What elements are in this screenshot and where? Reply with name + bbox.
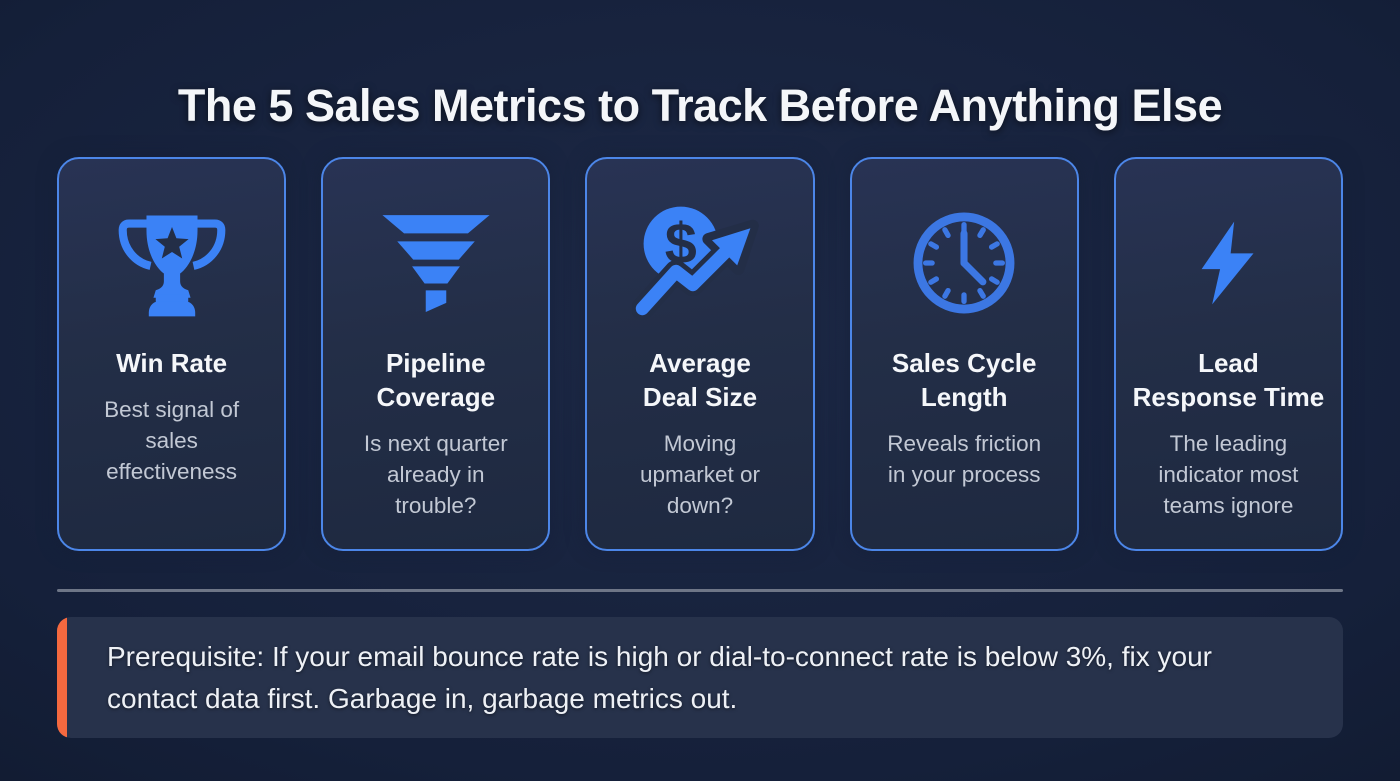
dollar-trend-icon: $ xyxy=(632,201,768,325)
page-title: The 5 Sales Metrics to Track Before Anyt… xyxy=(177,80,1223,132)
card-title: Win Rate xyxy=(116,348,228,378)
lightning-icon xyxy=(1184,201,1272,325)
callout-text: Prerequisite: If your email bounce rate … xyxy=(107,640,1212,714)
card-description: Is next quarter already in trouble? xyxy=(363,430,508,518)
card-title: Sales Cycle Length xyxy=(891,348,1037,412)
card-description: Reveals friction in your process xyxy=(887,430,1042,487)
card-title: Average Deal Size xyxy=(642,348,758,412)
horizontal-divider xyxy=(57,589,1343,592)
card-sales-cycle-length: Sales Cycle Length Reveals friction in y… xyxy=(849,157,1079,551)
trophy-icon xyxy=(114,201,230,325)
card-lead-response-time: Lead Response Time The leading indicator… xyxy=(1113,157,1344,551)
card-description: Moving upmarket or down? xyxy=(639,430,761,518)
card-title: Pipeline Coverage xyxy=(376,348,496,412)
card-description: Best signal of sales effectiveness xyxy=(104,396,240,484)
card-description: The leading indicator most teams ignore xyxy=(1158,430,1299,518)
prerequisite-callout: Prerequisite: If your email bounce rate … xyxy=(57,617,1343,738)
metric-cards-row: Win Rate Best signal of sales effectiven… xyxy=(57,157,1344,551)
funnel-icon xyxy=(379,201,493,325)
card-title: Lead Response Time xyxy=(1132,348,1325,412)
clock-icon xyxy=(905,201,1023,325)
card-pipeline-coverage: Pipeline Coverage Is next quarter alread… xyxy=(321,157,551,551)
card-average-deal-size: $ Average Deal Size Moving upmarket or d… xyxy=(585,157,815,551)
card-win-rate: Win Rate Best signal of sales effectiven… xyxy=(57,157,287,551)
callout-accent-bar xyxy=(57,617,67,738)
